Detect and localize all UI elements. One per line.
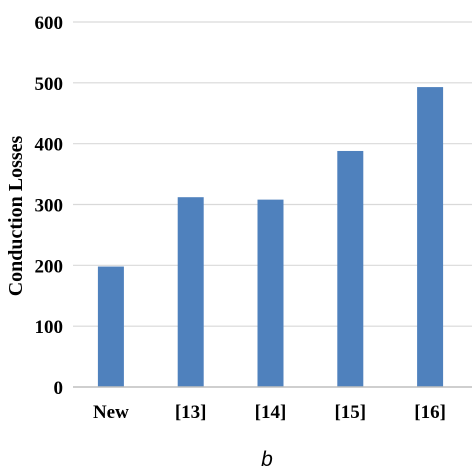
panel-label: b [261, 448, 273, 471]
y-axis-label: Conduction Losses [5, 135, 27, 296]
y-tick-label: 500 [35, 74, 64, 95]
bar [257, 199, 284, 387]
y-tick-label: 400 [35, 135, 64, 156]
y-tick-labels: 0 100 200 300 400 500 600 [35, 13, 64, 399]
bars [97, 87, 444, 387]
y-tick-label: 200 [35, 256, 64, 277]
y-tick-label: 300 [35, 196, 64, 217]
x-tick-label: [13] [175, 402, 207, 423]
x-tick-labels: New [13] [14] [15] [16] [93, 402, 446, 423]
bar [97, 266, 124, 387]
x-tick-label: [14] [255, 402, 287, 423]
x-tick-label: New [93, 402, 129, 423]
bar [417, 87, 444, 387]
y-tick-label: 0 [54, 378, 64, 399]
x-tick-label: [15] [334, 402, 366, 423]
y-tick-label: 600 [35, 13, 64, 34]
x-tick-label: [16] [414, 402, 446, 423]
y-tick-label: 100 [35, 317, 64, 338]
bar [337, 150, 364, 387]
bar [177, 197, 204, 387]
